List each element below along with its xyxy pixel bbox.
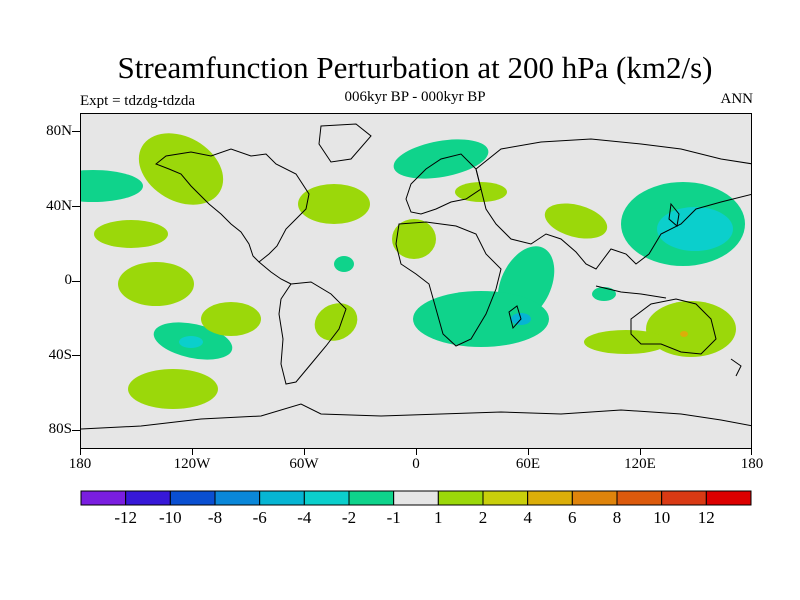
coastlines	[81, 123, 751, 430]
coastline-madagascar	[508, 305, 522, 330]
lon-label-60w: 60W	[289, 456, 319, 472]
lat-label-0: 0	[64, 272, 73, 288]
coastline-south-america	[278, 281, 347, 385]
positive-anomaly-regions	[94, 133, 736, 409]
coastline-antarctica	[81, 403, 751, 430]
coastline-greenland	[318, 123, 372, 163]
coastline-africa	[395, 221, 502, 347]
contour-neg-north-pacific-edge	[81, 170, 143, 202]
contour-pos-north-america	[138, 133, 224, 205]
negative-anomaly-regions	[81, 139, 745, 360]
colorbar-label: 2	[478, 508, 488, 527]
contour-pos-mideast	[392, 219, 436, 259]
colorbar-label: 1	[434, 508, 443, 527]
colorbar-label: 12	[697, 508, 715, 527]
tick-80n	[72, 131, 80, 132]
colorbar-box-13	[661, 490, 707, 506]
tick-0-lon	[416, 449, 417, 455]
coastline-australia	[630, 298, 717, 355]
colorbar-box-12	[616, 490, 663, 506]
contour-neg2-south-pacific-core	[179, 336, 203, 348]
contour-pos2-australia-core	[680, 331, 688, 337]
colorbar-box-11	[571, 490, 618, 506]
colorbar-box-9	[482, 490, 529, 506]
tick-60w	[304, 449, 305, 455]
lon-label-120e: 120E	[624, 456, 656, 472]
lon-label-120w: 120W	[173, 456, 211, 472]
coastline-north-america	[155, 148, 310, 263]
colorbar-label: -1	[386, 508, 401, 527]
colorbar-label: -12	[114, 508, 138, 527]
coastline-central-america	[258, 261, 292, 285]
colorbar-label: 8	[612, 508, 622, 527]
tick-0	[72, 281, 80, 282]
contour-neg-indonesia	[592, 287, 616, 301]
colorbar-box-0	[80, 490, 127, 506]
coastline-new-zealand	[730, 358, 742, 377]
contour-pos-south-atlantic	[314, 303, 358, 341]
tick-60e	[528, 449, 529, 455]
coastline-asia	[475, 138, 751, 270]
tick-40n	[72, 206, 80, 207]
tick-120w	[192, 449, 193, 455]
lat-label-80n: 80N	[46, 123, 72, 139]
colorbar-box-2	[169, 490, 216, 506]
colorbar-box-10	[527, 490, 573, 506]
tick-180e	[751, 449, 752, 455]
tick-40s	[72, 355, 80, 356]
lon-label-180w: 180	[68, 456, 92, 472]
contour-pos-central-pacific	[94, 220, 168, 248]
tick-80s	[72, 430, 80, 431]
map-panel	[80, 113, 752, 449]
colorbar-box-8	[437, 490, 484, 506]
colorbar-label: -6	[252, 508, 267, 527]
lat-label-40s: 40S	[48, 347, 72, 363]
colorbar-box-7	[393, 490, 439, 506]
colorbar-box-1	[125, 490, 171, 506]
colorbar-label: -4	[297, 508, 312, 527]
colorbar	[80, 490, 752, 506]
colorbar-box-3	[214, 490, 261, 506]
contour-pos-australia	[646, 301, 736, 357]
contour-pos-central-asia	[455, 182, 507, 202]
experiment-label: Expt = tdzdg-tdzda	[80, 93, 196, 109]
colorbar-box-6	[348, 490, 395, 506]
lat-label-80s: 80S	[48, 421, 72, 437]
colorbar-box-4	[259, 490, 305, 506]
colorbar-label: 6	[568, 508, 577, 527]
tick-120e	[640, 449, 641, 455]
contour-neg2-east-asia-core	[657, 207, 733, 251]
contour-neg-south-africa	[413, 291, 549, 347]
contour-pos-india	[544, 203, 608, 239]
colorbar-box-14	[705, 490, 752, 506]
contour-pos-east-pacific	[118, 262, 194, 306]
colorbar-label: -8	[207, 508, 223, 527]
coastline-japan	[668, 202, 680, 227]
contour-pos-southern-ocean	[128, 369, 218, 409]
contour-pos-indian-ocean	[584, 330, 668, 354]
lat-label-40n: 40N	[46, 198, 72, 214]
chart-subtitle: 006kyr BP - 000kyr BP	[344, 89, 486, 105]
colorbar-label: -10	[158, 508, 182, 527]
contour-pos-southeast-pacific	[201, 302, 261, 336]
contour-neg-brazil	[334, 256, 354, 272]
colorbar-box-5	[303, 490, 350, 506]
map-svg	[81, 123, 751, 430]
contour-pos-north-atlantic	[298, 184, 370, 224]
lon-label-60e: 60E	[515, 456, 541, 472]
colorbar-label: 10	[653, 508, 671, 527]
lon-label-0: 0	[412, 456, 420, 472]
colorbar-label: -2	[341, 508, 357, 527]
season-label: ANN	[720, 91, 754, 107]
colorbar-label: 4	[523, 508, 532, 527]
chart-title: Streamfunction Perturbation at 200 hPa (…	[117, 50, 713, 85]
tick-180w	[80, 449, 81, 455]
coastline-indonesia	[595, 285, 667, 299]
lon-label-180e: 180	[740, 456, 764, 472]
